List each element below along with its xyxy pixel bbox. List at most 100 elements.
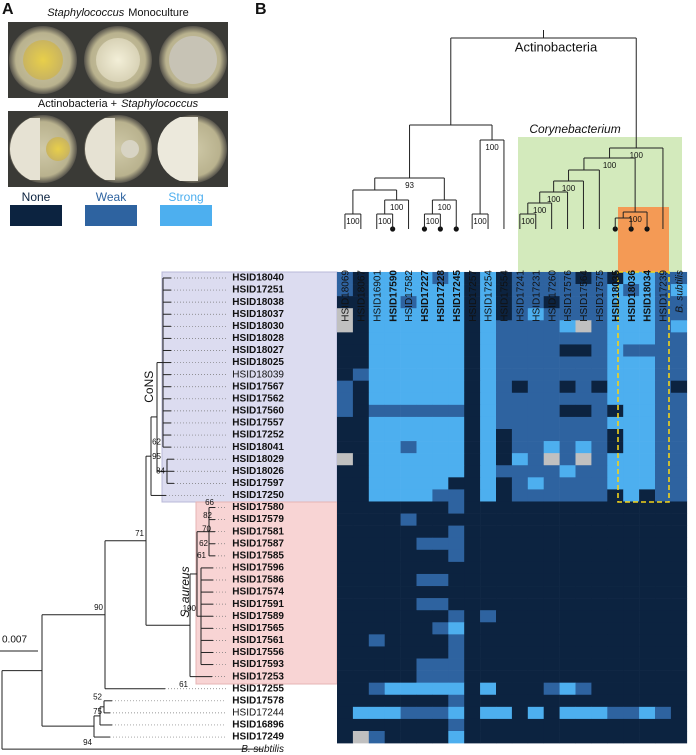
heatmap-cell xyxy=(655,477,672,490)
heatmap-cell xyxy=(591,718,608,732)
heatmap-cell xyxy=(511,573,529,587)
cons-box xyxy=(161,271,338,503)
heatmap-cell xyxy=(400,646,417,659)
heatmap-cell xyxy=(591,441,608,454)
column-label: HSID18069 xyxy=(341,270,352,322)
heatmap-cell xyxy=(432,718,449,732)
heatmap-cell xyxy=(416,731,433,744)
heatmap-cell xyxy=(543,356,560,369)
heatmap-cell xyxy=(416,441,433,454)
heatmap-cell xyxy=(448,598,465,611)
bootstrap-label: 100 xyxy=(438,203,452,212)
heatmap-cell xyxy=(384,537,401,551)
heatmap-cell xyxy=(623,658,640,671)
heatmap-cell xyxy=(480,271,497,285)
heatmap-cell xyxy=(480,380,497,394)
heatmap-cell xyxy=(464,706,481,720)
heatmap-cell xyxy=(448,284,465,297)
row-label: HSID17556 xyxy=(232,647,284,658)
heatmap-cell xyxy=(384,718,401,732)
heatmap-cell xyxy=(670,380,688,394)
heatmap-cell xyxy=(670,670,688,683)
heatmap-cell xyxy=(400,706,417,720)
heatmap-cell xyxy=(607,344,624,357)
heatmap-cell xyxy=(496,296,513,309)
heatmap-cell xyxy=(337,731,354,744)
heatmap-cell xyxy=(527,344,544,357)
heatmap-cell xyxy=(591,549,608,563)
heatmap-cell xyxy=(543,586,560,599)
heatmap-cell xyxy=(655,658,672,671)
heatmap-cell xyxy=(591,622,608,635)
heatmap-cell xyxy=(496,453,513,466)
panel-label: B xyxy=(255,1,267,18)
heatmap-cell xyxy=(591,525,608,539)
heatmap-cell xyxy=(480,682,497,696)
heatmap-cell xyxy=(575,537,592,551)
heatmap-cell xyxy=(496,320,513,333)
heatmap-cell xyxy=(591,477,608,490)
heatmap-cell xyxy=(511,731,529,744)
heatmap-cell xyxy=(416,513,433,526)
heatmap-cell xyxy=(352,622,370,635)
heatmap-cell xyxy=(464,320,481,333)
heatmap-cell xyxy=(464,271,481,285)
heatmap-cell xyxy=(464,598,481,611)
heatmap-cell xyxy=(337,658,354,671)
heatmap-cell xyxy=(607,429,624,442)
heatmap-cell xyxy=(480,694,497,708)
heatmap-cell xyxy=(400,561,417,575)
heatmap-cell xyxy=(480,344,497,357)
bootstrap-label: 100 xyxy=(603,161,617,170)
heatmap-cell xyxy=(384,622,401,635)
heatmap-cell xyxy=(655,561,672,575)
heatmap-cell xyxy=(400,598,417,611)
heatmap-cell xyxy=(591,598,608,611)
heatmap-cell xyxy=(575,344,592,357)
heatmap-cell xyxy=(527,634,544,647)
heatmap-cell xyxy=(368,586,385,599)
heatmap-cell xyxy=(543,320,560,333)
heatmap-cell xyxy=(655,731,672,744)
heatmap-cell xyxy=(670,368,688,381)
heatmap-cell xyxy=(670,404,688,418)
heatmap-cell xyxy=(655,646,672,659)
heatmap-cell xyxy=(655,501,672,514)
heatmap-cell xyxy=(448,549,465,563)
bootstrap-label: 71 xyxy=(135,529,144,538)
heatmap-cell xyxy=(464,731,481,744)
heatmap-cell xyxy=(607,718,624,732)
heatmap-cell xyxy=(543,598,560,611)
heatmap-cell xyxy=(670,622,688,635)
heatmap-cell xyxy=(464,525,481,539)
heatmap-cell xyxy=(623,416,640,430)
heatmap-cell xyxy=(464,694,481,708)
heatmap-cell xyxy=(623,573,640,587)
heatmap-cell xyxy=(670,718,688,732)
heatmap-cell xyxy=(511,586,529,599)
heatmap-cell xyxy=(432,598,449,611)
heatmap-cell xyxy=(655,416,672,430)
heatmap-cell xyxy=(352,344,370,357)
heatmap-cell xyxy=(496,392,513,406)
heatmap-cell xyxy=(368,441,385,454)
bootstrap-label: 100 xyxy=(628,215,642,224)
heatmap-cell xyxy=(543,501,560,514)
heatmap-cell xyxy=(432,658,449,671)
heatmap-cell xyxy=(670,356,688,369)
heatmap-cell xyxy=(368,634,385,647)
heatmap-cell xyxy=(337,646,354,659)
heatmap-cell xyxy=(655,380,672,394)
heatmap-cell xyxy=(496,706,513,720)
panel-b: None Weak Strong HSID18069 HSID18067 HSID1690… xyxy=(0,30,688,755)
bootstrap-label: 100 xyxy=(183,604,197,613)
heatmap-cell xyxy=(368,416,385,430)
heatmap-cell xyxy=(591,634,608,647)
heatmap-cell xyxy=(400,549,417,563)
heatmap-cell xyxy=(511,598,529,611)
heatmap-cell xyxy=(432,561,449,575)
heatmap-cell xyxy=(607,549,624,563)
heatmap-cell xyxy=(559,646,576,659)
heatmap-cell xyxy=(352,477,370,490)
heatmap-cell xyxy=(448,404,465,418)
